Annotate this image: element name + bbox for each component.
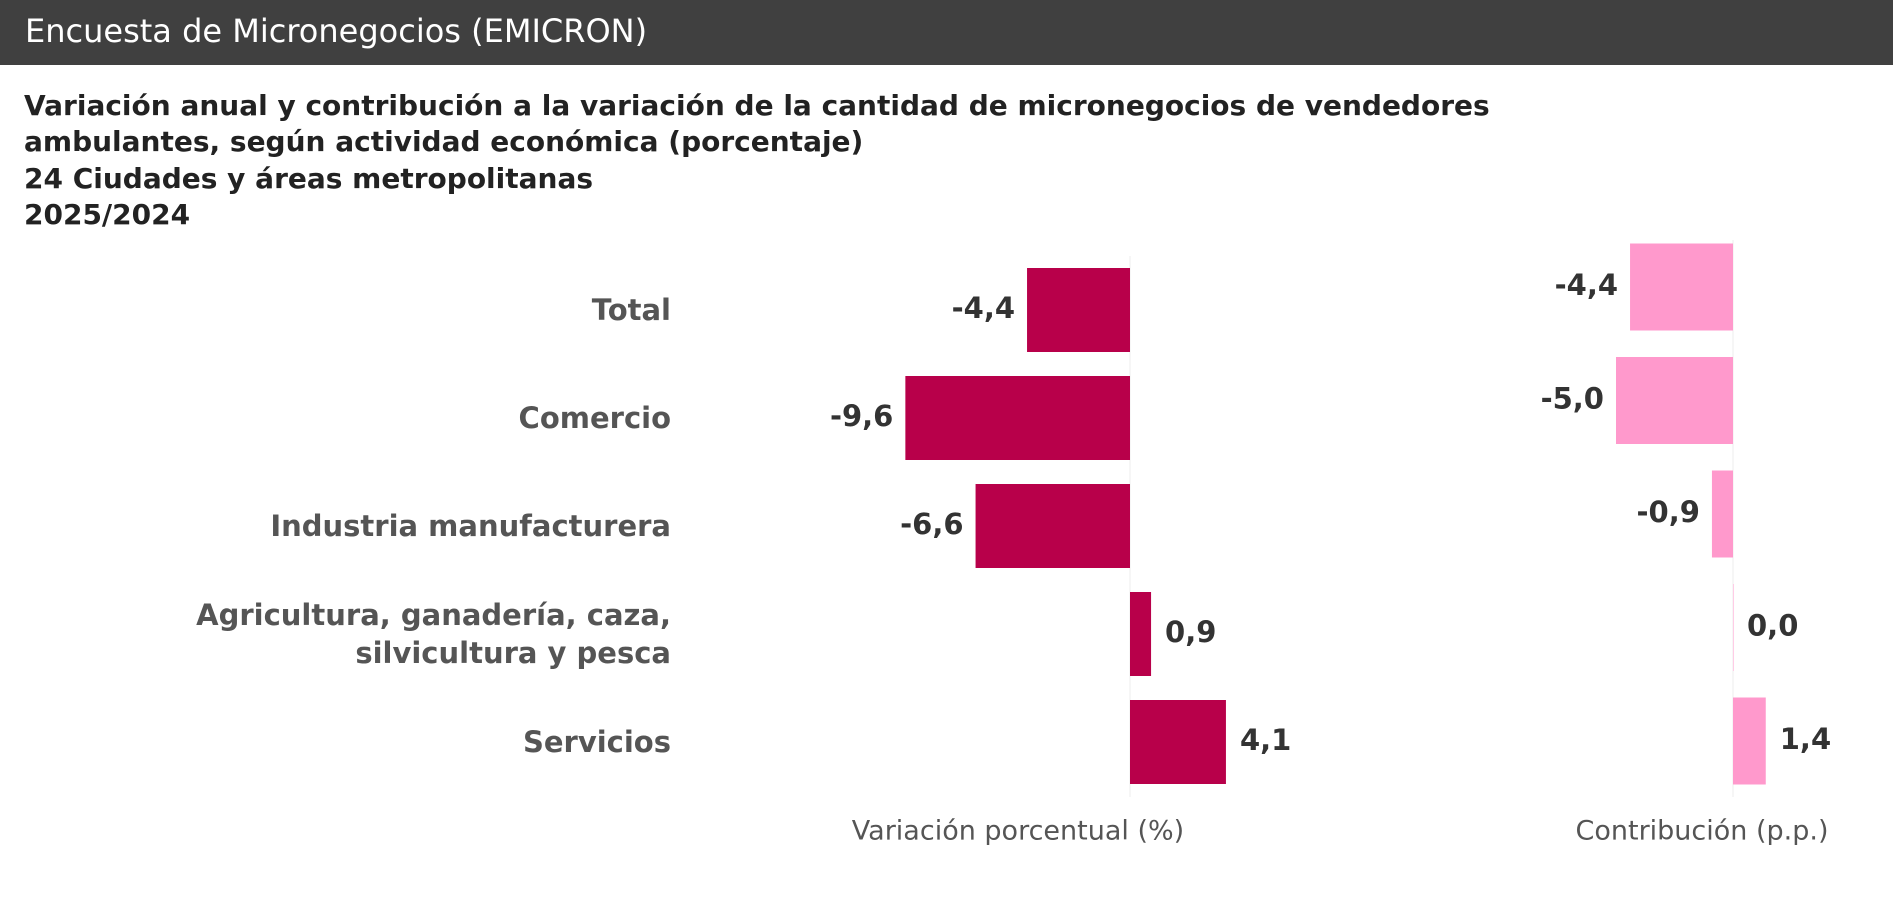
bar: [1733, 697, 1766, 785]
value-label: -6,6: [900, 507, 963, 541]
chart-title: Variación anual y contribución a la vari…: [24, 89, 1490, 158]
axis-title: Contribución (p.p.): [1576, 816, 1829, 847]
category-label: Total: [591, 293, 671, 327]
bar: [1130, 592, 1152, 676]
bar: [1733, 584, 1734, 671]
category-label: Industria manufacturera: [270, 509, 671, 543]
category-label: Agricultura, ganadería, caza, silvicultu…: [196, 598, 671, 670]
value-label: -4,4: [1555, 268, 1618, 302]
bar: [975, 484, 1130, 568]
value-label: -9,6: [830, 399, 893, 433]
bar: [1130, 700, 1226, 784]
category-label: Servicios: [522, 725, 671, 759]
value-label: 4,1: [1240, 723, 1291, 757]
value-label: -4,4: [952, 291, 1015, 325]
value-label: 0,0: [1747, 609, 1798, 643]
header-bar: Encuesta de Micronegocios (EMICRON): [0, 0, 1893, 65]
bar: [1711, 470, 1733, 558]
bar: [1616, 357, 1733, 444]
value-label: 1,4: [1780, 722, 1831, 756]
subtitle: 2025/2024: [24, 198, 191, 231]
axis-title: Variación porcentual (%): [852, 816, 1184, 847]
header-title: Encuesta de Micronegocios (EMICRON): [25, 12, 648, 50]
category-label: Comercio: [518, 401, 671, 435]
bar: [1027, 268, 1130, 352]
value-label: -0,9: [1637, 495, 1700, 529]
value-label: -5,0: [1541, 382, 1604, 416]
bar: [905, 376, 1130, 460]
subtitle: 24 Ciudades y áreas metropolitanas: [24, 162, 594, 195]
bar: [1630, 243, 1733, 331]
value-label: 0,9: [1165, 615, 1216, 649]
